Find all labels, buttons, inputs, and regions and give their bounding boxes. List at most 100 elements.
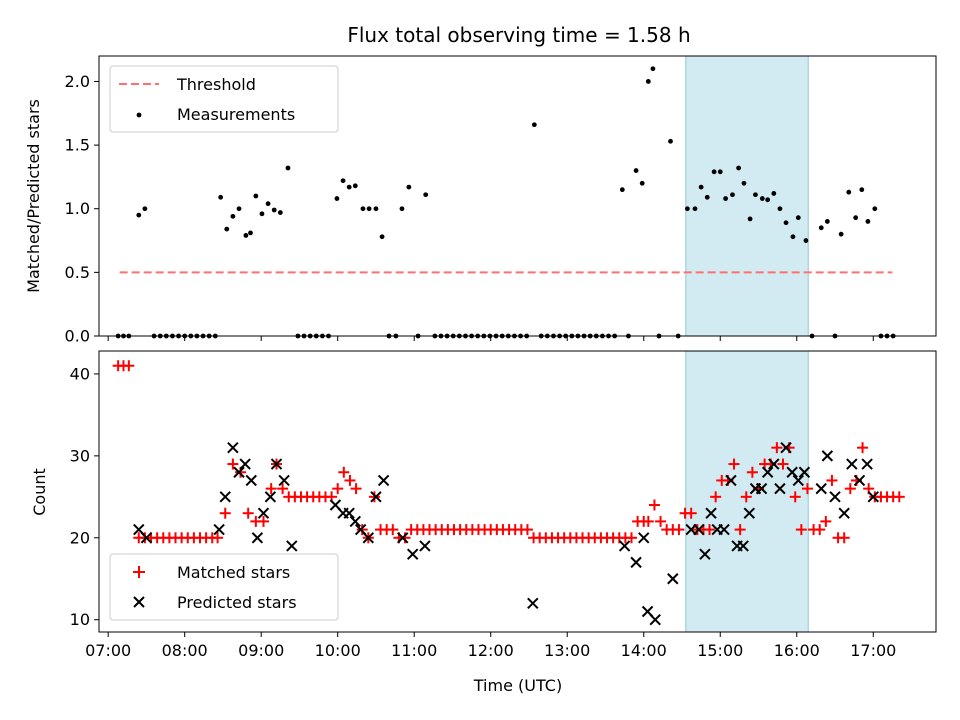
- predicted-star-marker: [419, 540, 431, 552]
- ratio-legend: Threshold Measurements: [109, 65, 339, 133]
- measurement-point: [366, 206, 372, 212]
- measurement-point: [346, 184, 352, 190]
- matched-star-marker: [277, 483, 289, 495]
- predicted-star-marker: [649, 614, 661, 626]
- legend-predicted-label: Predicted stars: [177, 593, 297, 612]
- measurement-point: [136, 212, 142, 218]
- predicted-star-marker: [718, 523, 730, 536]
- measurement-point: [334, 196, 340, 201]
- predicted-star-marker: [821, 450, 834, 462]
- count-axes-frame: [98, 350, 937, 633]
- measurement-point: [531, 122, 537, 128]
- y-tick-label: 0.5: [65, 263, 90, 282]
- matched-star-marker: [219, 507, 231, 519]
- predicted-star-marker: [630, 556, 642, 569]
- matched-star-marker: [893, 491, 905, 503]
- y-tick-label: 1.0: [65, 199, 90, 218]
- measurement-point: [736, 165, 742, 171]
- measurement-point: [236, 206, 242, 212]
- matched-star-marker: [356, 524, 368, 536]
- y-tick-label: 30: [70, 446, 90, 465]
- predicted-legend-swatch: [133, 596, 145, 608]
- predicted-star-marker: [251, 532, 264, 544]
- matched-star-marker: [814, 524, 826, 536]
- measurement-point: [650, 66, 656, 72]
- measurement-point: [224, 226, 230, 232]
- predicted-star-marker: [861, 458, 873, 470]
- matched-star-marker: [387, 524, 399, 536]
- measurement-point: [711, 169, 717, 175]
- matched-star-marker: [350, 483, 362, 495]
- measurement-point: [352, 183, 358, 189]
- measurement-point: [668, 138, 673, 144]
- y-tick-label: 40: [70, 364, 90, 383]
- x-tick-label: 15:00: [697, 641, 743, 660]
- measurement-point: [783, 220, 789, 226]
- predicted-star-marker: [278, 474, 290, 487]
- predicted-star-marker: [406, 548, 419, 560]
- predicted-star-marker: [699, 548, 711, 560]
- measurement-point: [340, 178, 346, 184]
- matched-star-marker: [265, 483, 277, 495]
- time-x-label: Time (UTC): [473, 676, 562, 695]
- matched-star-marker: [625, 532, 637, 544]
- measurement-point: [379, 234, 385, 240]
- y-tick-label: 2.0: [65, 72, 90, 91]
- time-x-ticks: 07:00 08:00 09:00 10:00 11:00 12:00 13:00 14:00…: [85, 632, 896, 660]
- x-tick-label: 12:00: [468, 641, 514, 660]
- measurement-point: [253, 193, 259, 199]
- predicted-star-marker: [618, 540, 631, 552]
- x-tick-label: 11:00: [391, 641, 437, 660]
- predicted-star-marker: [815, 482, 827, 495]
- predicted-star-marker: [829, 491, 841, 503]
- measurement-point: [248, 230, 253, 236]
- predicted-star-marker: [219, 491, 231, 503]
- measurement-point: [853, 215, 859, 221]
- measurement-point: [741, 180, 747, 186]
- matched-star-marker: [338, 466, 350, 478]
- matched-star-marker: [648, 499, 660, 511]
- measurement-point: [747, 216, 753, 222]
- predicted-star-marker: [245, 474, 257, 487]
- matched-star-marker: [257, 515, 269, 527]
- predicted-star-marker: [233, 466, 245, 478]
- matched-star-marker: [685, 507, 697, 519]
- predicted-star-marker: [774, 482, 786, 495]
- predicted-star-marker: [377, 474, 390, 487]
- y-tick-label: 20: [70, 528, 90, 547]
- matched-star-marker: [227, 458, 239, 470]
- matched-star-marker: [655, 515, 667, 527]
- predicted-star-marker: [761, 466, 774, 478]
- predicted-star-marker: [737, 540, 749, 552]
- measurement-point: [818, 225, 824, 231]
- observing-window-span-top: [685, 55, 809, 337]
- predicted-star-marker: [768, 458, 780, 470]
- measurement-point: [765, 197, 771, 203]
- matched-star-marker: [123, 360, 135, 372]
- predicted-star-marker: [527, 597, 539, 610]
- measurement-point: [704, 194, 710, 200]
- x-tick-label: 16:00: [774, 641, 820, 660]
- x-tick-label: 10:00: [315, 641, 361, 660]
- ratio-y-label: Matched/Predicted stars: [24, 99, 43, 293]
- measurement-point: [373, 206, 379, 212]
- measurement-point: [619, 187, 625, 193]
- matched-star-marker: [242, 507, 254, 519]
- matched-star-marker: [820, 515, 832, 527]
- matched-star-marker: [740, 491, 752, 503]
- x-tick-label: 14:00: [621, 641, 667, 660]
- measurement-point: [759, 196, 765, 201]
- measurement-point: [753, 192, 758, 198]
- predicted-star-marker: [257, 507, 270, 519]
- measurement-point: [230, 213, 236, 219]
- predicted-star-marker: [743, 507, 756, 519]
- measurement-point: [865, 219, 871, 224]
- measurement-point: [717, 169, 723, 175]
- matched-star-marker: [838, 532, 850, 544]
- measurement-point: [285, 165, 291, 171]
- measurement-point: [777, 206, 783, 212]
- predicted-star-marker: [638, 532, 650, 544]
- y-tick-label: 10: [70, 610, 90, 629]
- measurement-point: [872, 206, 878, 212]
